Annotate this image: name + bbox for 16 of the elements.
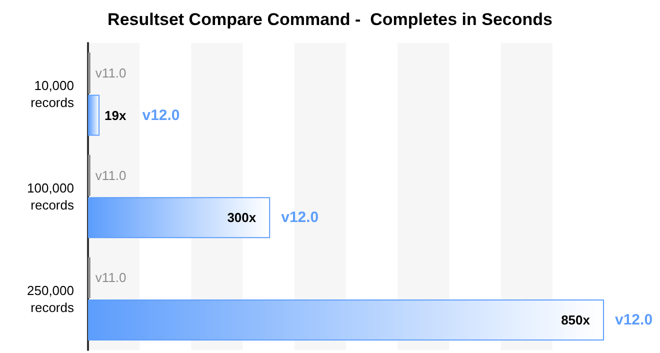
text: v11.0 [95,270,126,286]
data-label: 300x [227,210,257,226]
bar [88,197,270,238]
chart-title: Resultset Compare Command - Completes in Seconds [108,10,552,29]
text: v12.0 [615,311,653,328]
y-tick-label: 10,000 records [30,78,74,110]
y-tick-label: 100,000 records [27,180,74,212]
data-label: 850x [561,312,591,328]
bar [88,94,100,136]
series-label: v12.0 [281,209,319,226]
text: v12.0 [142,106,180,124]
y-tick-label: 250,000 records [27,282,74,315]
series-label: v11.0 [95,66,126,81]
text: v11.0 [95,168,126,183]
bar [88,299,604,340]
data-label: 19x [104,108,127,123]
